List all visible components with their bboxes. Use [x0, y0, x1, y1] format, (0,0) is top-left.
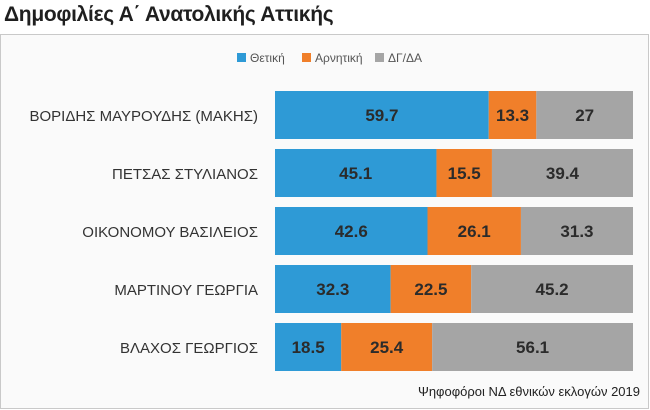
data-label: 45.2: [536, 280, 569, 299]
legend-label-θετική: Θετική: [250, 51, 285, 65]
category-label: ΒΟΡΙΔΗΣ ΜΑΥΡΟΥΔΗΣ (ΜΑΚΗΣ): [29, 108, 258, 125]
category-label: ΜΑΡΤΙΝΟΥ ΓΕΩΡΓΙΑ: [114, 282, 258, 299]
bar-segment: [536, 91, 633, 139]
legend-label-δγ-δα: ΔΓ/ΔΑ: [388, 51, 422, 65]
data-label: 13.3: [496, 106, 529, 125]
bar-segment: [520, 207, 633, 255]
category-label: ΠΕΤΣΑΣ ΣΤΥΛΙΑΝΟΣ: [112, 166, 258, 183]
legend-label-αρνητική: Αρνητική: [315, 51, 363, 65]
legend-swatch-θετική: [237, 53, 246, 62]
data-label: 22.5: [414, 280, 447, 299]
data-label: 32.3: [316, 280, 349, 299]
stacked-bar-chart: Θετική Αρνητική ΔΓ/ΔΑ 59.7 13.3 27 45.1 15.5 39…: [29, 51, 633, 371]
bar-segment: [275, 91, 489, 139]
data-label: 26.1: [458, 222, 491, 241]
data-label: 59.7: [365, 106, 398, 125]
category-labels: ΒΟΡΙΔΗΣ ΜΑΥΡΟΥΔΗΣ (ΜΑΚΗΣ) ΠΕΤΣΑΣ ΣΤΥΛΙΑΝΟ…: [29, 108, 258, 357]
bar-segment: [436, 149, 492, 197]
data-label: 42.6: [335, 222, 368, 241]
source-note: Ψηφοφόροι ΝΔ εθνικών εκλογών 2019: [417, 384, 640, 399]
bar-segment: [390, 265, 472, 313]
data-label: 31.3: [560, 222, 593, 241]
bar-segment: [275, 149, 437, 197]
chart-frame: Θετική Αρνητική ΔΓ/ΔΑ 59.7 13.3 27 45.1 15.5 39…: [0, 34, 649, 409]
legend-swatch-δγ-δα: [375, 53, 384, 62]
bar-segment: [471, 265, 633, 313]
bar-segment: [432, 323, 633, 371]
bar-segment: [427, 207, 521, 255]
bars: 59.7 13.3 27 45.1 15.5 39.4 42.6 26.1 31.3 32.3 22…: [275, 91, 633, 371]
data-label: 15.5: [448, 164, 481, 183]
bar-segment: [488, 91, 537, 139]
data-label: 27: [575, 106, 594, 125]
legend: Θετική Αρνητική ΔΓ/ΔΑ: [237, 51, 422, 65]
data-label: 56.1: [516, 338, 549, 357]
data-label: 39.4: [546, 164, 580, 183]
bar-segment: [491, 149, 633, 197]
data-label: 18.5: [292, 338, 325, 357]
data-label: 45.1: [339, 164, 372, 183]
category-label: ΟΙΚΟΝΟΜΟΥ ΒΑΣΙΛΕΙΟΣ: [82, 224, 258, 241]
legend-swatch-αρνητική: [302, 53, 311, 62]
bar-segment: [341, 323, 433, 371]
category-label: ΒΛΑΧΟΣ ΓΕΩΡΓΙΟΣ: [120, 340, 258, 357]
bar-segment: [275, 323, 342, 371]
chart-title: Δημοφιλίες Α΄ Ανατολικής Αττικής: [4, 3, 334, 26]
data-label: 25.4: [370, 338, 404, 357]
bar-segment: [275, 265, 391, 313]
bar-segment: [275, 207, 428, 255]
